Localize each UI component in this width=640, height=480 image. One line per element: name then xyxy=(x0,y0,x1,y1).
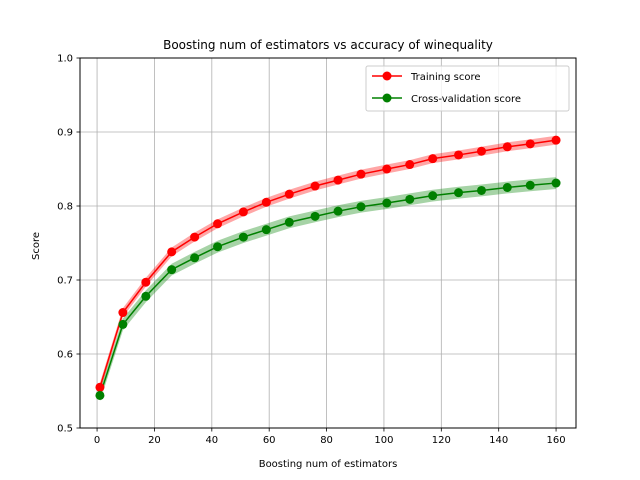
cross-validation-score-point xyxy=(167,265,177,275)
x-tick-label: 0 xyxy=(94,435,100,446)
cross-validation-score-point xyxy=(95,390,105,400)
training-score-point xyxy=(454,150,464,160)
training-score-point xyxy=(310,181,320,191)
x-tick-label: 140 xyxy=(489,435,508,446)
cross-validation-score-point xyxy=(405,194,415,204)
x-tick-label: 20 xyxy=(148,435,161,446)
cross-validation-score-point xyxy=(382,198,392,208)
cross-validation-score-point xyxy=(525,180,535,190)
training-score-point xyxy=(428,154,438,164)
cross-validation-score-point xyxy=(551,178,561,188)
cross-validation-score-point xyxy=(454,188,464,198)
training-score-line xyxy=(99,139,557,388)
y-tick-label: 0.7 xyxy=(57,276,73,287)
series-points xyxy=(95,135,561,400)
y-tick-label: 0.6 xyxy=(57,350,73,361)
training-score-point xyxy=(141,277,151,287)
x-tick-label: 160 xyxy=(547,435,566,446)
legend-marker-cv xyxy=(382,93,392,103)
x-tick-label: 60 xyxy=(263,435,276,446)
training-score-point xyxy=(333,175,343,185)
grid xyxy=(80,57,576,429)
y-tick-label: 0.5 xyxy=(57,424,73,435)
y-tick-label: 0.9 xyxy=(57,128,73,139)
x-tick-label: 80 xyxy=(320,435,333,446)
cross-validation-score-point xyxy=(238,232,248,242)
cross-validation-score-band xyxy=(99,177,557,402)
axis-ticks: 0 20 40 60 80 100 120 140 160 0.5 0.6 0.7 0.8 0.9 1.0 xyxy=(57,54,566,447)
training-score-point xyxy=(238,207,248,217)
training-score-band xyxy=(99,135,557,392)
training-score-point xyxy=(405,160,415,170)
training-score-point xyxy=(95,382,105,392)
cross-validation-score-point xyxy=(261,225,271,235)
training-score-point xyxy=(551,135,561,145)
training-score-point xyxy=(190,232,200,242)
chart-title: Boosting num of estimators vs accuracy o… xyxy=(163,38,493,52)
cross-validation-score-point xyxy=(310,211,320,221)
y-tick-label: 1.0 xyxy=(57,54,73,65)
training-score-point xyxy=(356,169,366,179)
cross-validation-score-point xyxy=(502,183,512,192)
cross-validation-score-point xyxy=(141,291,151,301)
x-tick-label: 100 xyxy=(374,435,393,446)
training-score-point xyxy=(167,247,177,257)
y-axis-label: Score xyxy=(31,232,42,260)
legend-marker-training xyxy=(382,71,392,81)
confidence-bands xyxy=(99,135,557,402)
x-tick-label: 120 xyxy=(432,435,451,446)
legend-label-cv: Cross-validation score xyxy=(411,94,521,105)
legend: Training score Cross-validation score xyxy=(365,65,570,112)
training-score-point xyxy=(118,308,128,318)
x-axis-label: Boosting num of estimators xyxy=(259,459,398,470)
training-score-point xyxy=(476,146,486,156)
training-score-point xyxy=(502,142,512,152)
y-tick-label: 0.8 xyxy=(57,202,73,213)
plot-frame xyxy=(79,57,577,429)
cross-validation-score-point xyxy=(333,206,343,216)
cross-validation-score-point xyxy=(118,319,128,329)
training-score-point xyxy=(525,139,535,149)
cross-validation-score-point xyxy=(476,185,486,195)
cross-validation-score-point xyxy=(428,191,438,201)
x-tick-label: 40 xyxy=(205,435,218,446)
training-score-point xyxy=(284,189,294,199)
cross-validation-score-point xyxy=(213,242,223,252)
training-score-point xyxy=(382,164,392,174)
training-score-point xyxy=(213,219,223,229)
legend-box xyxy=(365,65,570,112)
cross-validation-score-point xyxy=(356,202,366,212)
training-score-point xyxy=(261,197,271,207)
cross-validation-score-point xyxy=(284,217,294,227)
legend-label-training: Training score xyxy=(410,72,481,83)
cross-validation-score-point xyxy=(190,253,200,263)
